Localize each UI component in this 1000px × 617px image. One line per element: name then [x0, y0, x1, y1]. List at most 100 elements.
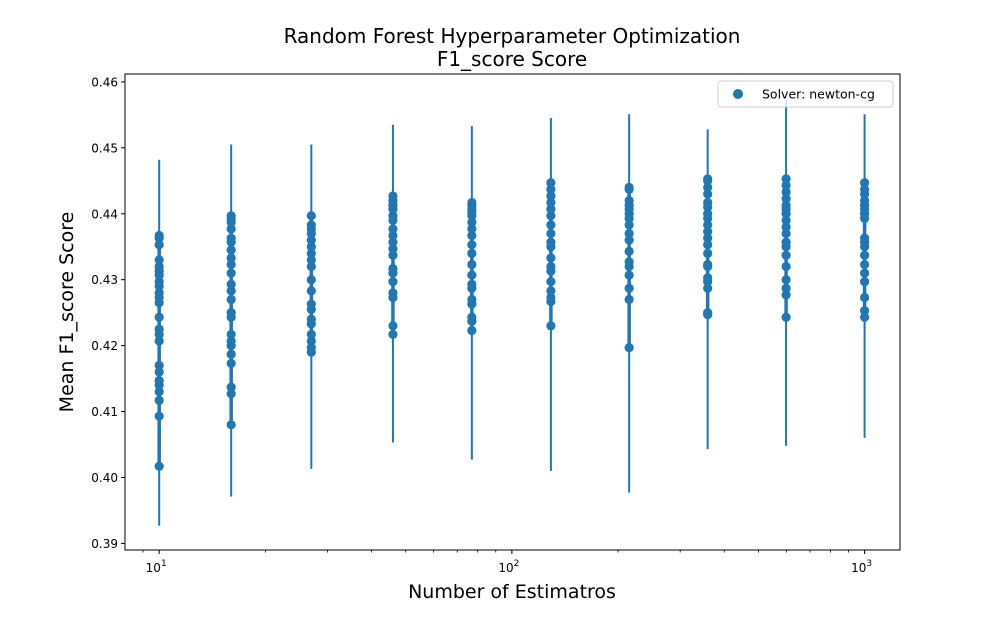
- data-point: [703, 233, 713, 243]
- data-point: [703, 226, 713, 237]
- data-point: [306, 275, 316, 285]
- data-point: [546, 197, 556, 208]
- data-point: [306, 261, 316, 272]
- data-point: [226, 211, 236, 221]
- data-point: [388, 263, 398, 274]
- legend-label: Solver: newton-cg: [762, 87, 875, 102]
- data-point: [306, 314, 316, 324]
- data-point: [154, 387, 164, 397]
- data-point: [859, 184, 870, 194]
- x-tick-label: 101: [146, 559, 167, 575]
- data-point: [306, 329, 316, 340]
- data-point: [306, 211, 316, 221]
- chart-title-line-2: F1_score Score: [437, 47, 587, 71]
- data-point: [781, 180, 791, 191]
- data-point: [306, 255, 316, 265]
- data-point: [226, 382, 236, 392]
- data-point: [226, 224, 236, 234]
- data-point: [703, 189, 713, 199]
- data-point: [226, 358, 236, 369]
- data-point: [703, 259, 713, 270]
- data-point: [226, 279, 236, 289]
- data-point: [388, 191, 398, 201]
- x-tick-label: 103: [851, 559, 872, 575]
- data-point: [781, 228, 791, 239]
- legend: Solver: newton-cg: [717, 80, 894, 108]
- data-point: [546, 184, 556, 194]
- data-point: [859, 277, 870, 287]
- y-tick-label: 0.42: [91, 339, 118, 353]
- data-point: [154, 261, 164, 272]
- data-point: [546, 178, 556, 188]
- data-point: [624, 343, 634, 353]
- data-point: [467, 197, 477, 208]
- data-point: [226, 294, 236, 305]
- data-point: [388, 230, 398, 241]
- data-point: [624, 294, 634, 305]
- data-point: [306, 336, 316, 346]
- data-point: [859, 195, 870, 206]
- data-point: [226, 245, 236, 255]
- data-point: [226, 233, 236, 243]
- data-point: [781, 237, 791, 247]
- data-point: [624, 283, 634, 293]
- data-point: [306, 286, 316, 296]
- y-axis-title: Mean F1_score Score: [56, 212, 78, 413]
- data-point: [859, 268, 870, 278]
- data-point: [859, 259, 870, 270]
- data-point: [306, 235, 316, 245]
- data-point: [781, 275, 791, 285]
- data-point: [154, 230, 164, 241]
- data-point: [154, 312, 164, 322]
- data-point: [467, 325, 477, 336]
- data-point: [546, 261, 556, 272]
- data-point: [624, 257, 634, 267]
- data-point: [859, 292, 870, 303]
- y-tick-label: 0.45: [91, 141, 118, 155]
- data-point: [703, 209, 713, 219]
- data-point: [781, 215, 791, 225]
- data-point: [546, 292, 556, 303]
- data-point: [154, 360, 164, 371]
- data-point: [781, 312, 791, 322]
- data-point: [703, 248, 713, 258]
- data-point: [467, 259, 477, 270]
- y-tick-label: 0.44: [91, 207, 118, 221]
- data-point: [154, 461, 164, 471]
- data-point: [226, 253, 236, 263]
- data-point: [703, 273, 713, 283]
- data-point: [226, 329, 236, 340]
- y-tick-label: 0.39: [91, 537, 118, 551]
- data-point: [781, 187, 791, 197]
- data-point: [781, 200, 791, 210]
- y-tick-label: 0.40: [91, 471, 118, 485]
- data-point: [859, 233, 870, 243]
- data-point: [154, 288, 164, 298]
- x-tick-label: 102: [498, 559, 519, 575]
- data-point: [781, 261, 791, 272]
- data-point: [703, 182, 713, 192]
- data-point: [154, 255, 164, 265]
- data-point: [306, 220, 316, 230]
- plot-frame: [124, 73, 901, 551]
- data-point: [467, 294, 477, 305]
- data-point: [703, 220, 713, 230]
- legend-marker: [733, 89, 743, 99]
- data-point: [624, 270, 634, 280]
- data-point: [546, 211, 556, 221]
- data-point: [226, 259, 236, 270]
- data-point: [154, 375, 164, 386]
- data-point: [154, 395, 164, 405]
- y-tick-label: 0.41: [91, 405, 118, 419]
- data-point: [154, 324, 164, 334]
- legend-box: [717, 80, 894, 108]
- data-point: [467, 312, 477, 322]
- data-point: [388, 224, 398, 234]
- data-point: [388, 211, 398, 221]
- data-point: [388, 277, 398, 287]
- data-point: [226, 349, 236, 359]
- data-point: [306, 248, 316, 258]
- data-point: [546, 253, 556, 263]
- data-point: [546, 204, 556, 214]
